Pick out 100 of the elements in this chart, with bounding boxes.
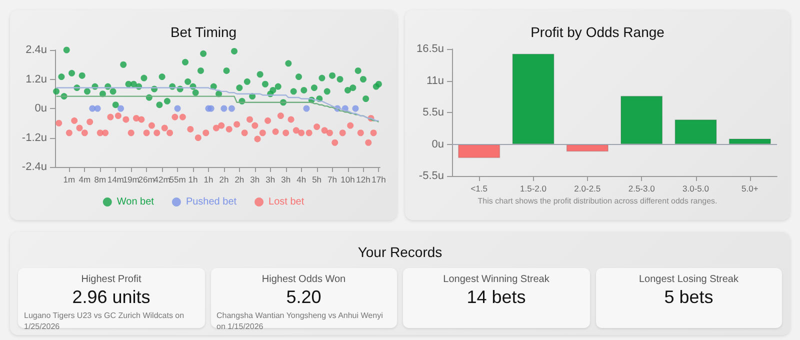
- point: [298, 130, 305, 136]
- category-label: Longest Losing Streak: [638, 274, 740, 285]
- point: [86, 118, 94, 126]
- point: [208, 105, 214, 112]
- bar: [674, 119, 717, 144]
- point: [94, 105, 101, 112]
- legend-label: Lost bet: [268, 196, 304, 208]
- y-tick-label: 0u: [432, 138, 444, 150]
- bar: [620, 96, 663, 144]
- bar: [566, 144, 609, 152]
- point: [133, 115, 140, 122]
- x-tick-label: 1m: [63, 174, 76, 184]
- x-tick-label: <1.5: [470, 184, 488, 194]
- y-tick-label: 2.4u: [26, 44, 47, 56]
- chart-title: Profit by Odds Range: [530, 24, 665, 40]
- point: [264, 117, 272, 124]
- point: [288, 116, 294, 123]
- point: [148, 122, 155, 129]
- point: [174, 105, 181, 112]
- x-tick-label: 1h: [204, 174, 214, 184]
- bar: [458, 144, 500, 158]
- text: 2.96 units: [72, 287, 150, 307]
- text: 5 bets: [664, 287, 714, 307]
- category-label: Longest Winning Streak: [442, 274, 550, 285]
- point: [241, 130, 248, 136]
- text: This chart shows the profit distribution across different odds ranges.: [478, 196, 718, 206]
- x-tick-label: 3h: [266, 174, 276, 184]
- y-tick-label: -1.2u: [22, 132, 47, 144]
- point: [212, 124, 220, 132]
- point: [246, 116, 253, 123]
- point: [218, 122, 225, 129]
- x-tick-label: 19m: [122, 174, 140, 184]
- x-tick-label: 5h: [312, 174, 322, 184]
- y-tick-label: 1.2u: [26, 73, 47, 86]
- point: [332, 139, 338, 146]
- x-tick-label: 17h: [372, 174, 386, 184]
- x-tick-label: 7h: [328, 174, 338, 184]
- chart-title: Bet Timing: [170, 24, 237, 40]
- x-tick-label: 14m: [107, 174, 124, 184]
- point: [66, 130, 72, 136]
- x-tick-label: 3.0-5.0: [682, 184, 710, 194]
- point: [202, 130, 210, 136]
- point: [161, 124, 168, 132]
- point: [107, 114, 114, 120]
- legend-label: Won bet: [116, 196, 154, 208]
- point: [118, 105, 124, 112]
- point: [303, 105, 310, 112]
- x-tick-label: 2h: [219, 174, 229, 184]
- point: [179, 114, 186, 120]
- point: [154, 130, 160, 136]
- point: [254, 136, 261, 142]
- point: [282, 130, 290, 136]
- point: [277, 112, 284, 120]
- point: [172, 114, 178, 120]
- point: [370, 130, 377, 136]
- point: [138, 116, 145, 123]
- y-tick-label: 0u: [34, 102, 47, 114]
- legend-label: Pushed bet: [186, 196, 237, 208]
- point: [292, 127, 300, 134]
- x-tick-label: 42m: [154, 174, 170, 184]
- y-tick-label: 16.5u: [416, 43, 444, 55]
- x-tick-label: 5.0+: [742, 184, 758, 194]
- x-tick-label: 26m: [138, 174, 155, 184]
- point: [76, 124, 83, 132]
- x-tick-label: 2.0-2.5: [574, 184, 601, 194]
- x-tick-label: 55m: [169, 174, 186, 184]
- point: [166, 130, 174, 136]
- point: [122, 116, 130, 123]
- x-tick-label: 10h: [340, 174, 356, 184]
- point: [194, 134, 202, 141]
- point: [357, 130, 364, 136]
- x-tick-label: 1.5-2.0: [520, 184, 547, 194]
- point: [128, 130, 134, 136]
- point: [81, 130, 88, 136]
- point: [226, 126, 232, 132]
- x-tick-label: 2.5-3.0: [628, 184, 656, 194]
- point: [234, 121, 240, 128]
- text: 5.20: [286, 287, 322, 307]
- x-tick-label: 2h: [234, 174, 244, 184]
- point: [114, 112, 122, 120]
- x-tick-label: 8m: [94, 174, 106, 184]
- y-tick-label: 5.5u: [422, 106, 444, 118]
- y-tick-label: -2.4u: [22, 161, 47, 173]
- point: [220, 105, 228, 112]
- point: [306, 130, 312, 136]
- x-tick-label: 4m: [78, 174, 91, 184]
- category-label: Highest Odds Won: [260, 274, 347, 285]
- point: [102, 130, 109, 136]
- y-tick-label: -5.5u: [418, 170, 444, 182]
- x-tick-label: 3h: [281, 174, 291, 184]
- point: [347, 122, 354, 129]
- text: Changsha Wantian Yongsheng vs Anhui Wenyi on 1/15/2026: [216, 310, 384, 332]
- point: [228, 105, 235, 112]
- point: [259, 130, 266, 136]
- bar: [728, 138, 772, 144]
- x-tick-label: 4h: [296, 174, 306, 184]
- point: [314, 124, 320, 130]
- x-tick-label: 1h: [188, 174, 198, 184]
- point: [143, 130, 150, 136]
- point: [56, 120, 62, 126]
